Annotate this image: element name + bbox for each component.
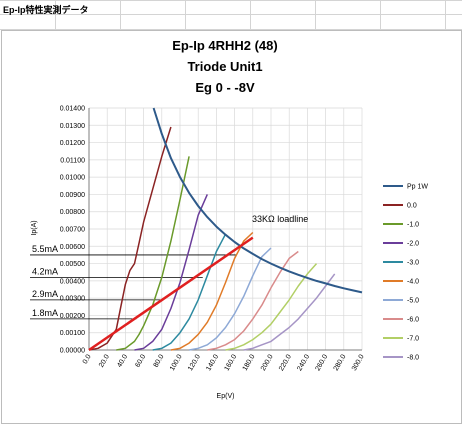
chart-title-line: Ep-Ip 4RHH2 (48) bbox=[172, 38, 277, 53]
series-line bbox=[243, 273, 336, 351]
legend-label: -1.0 bbox=[407, 222, 419, 229]
y-tick-label: 0.00700 bbox=[60, 227, 85, 234]
sheet-title: Ep-Ip特性実測データ bbox=[3, 5, 89, 15]
axes: 0.00000 0.00100 0.00200 0.00300 0.00400 0.005… bbox=[31, 106, 366, 401]
row-gridline bbox=[0, 29, 462, 30]
x-tick-label: 100.0 bbox=[169, 353, 184, 372]
x-tick-label: 160.0 bbox=[224, 353, 239, 372]
column-gridline bbox=[445, 0, 446, 30]
x-tick-label: 40.0 bbox=[116, 353, 129, 368]
legend-label: 0.0 bbox=[407, 203, 417, 210]
y-tick-label: 0.01400 bbox=[60, 106, 85, 113]
legend-label: -4.0 bbox=[407, 279, 419, 286]
series-line bbox=[152, 107, 363, 294]
y-tick-label: 0.00000 bbox=[60, 348, 85, 355]
y-tick-label: 0.00200 bbox=[60, 313, 85, 320]
chart-title: Ep-Ip 4RHH2 (48) Triode Unit1 Eg 0 - -8V bbox=[172, 38, 277, 95]
y-axis-title: Ip(A) bbox=[31, 220, 38, 235]
y-tick-label: 0.00900 bbox=[60, 192, 85, 199]
x-tick-label: 300.0 bbox=[351, 353, 366, 372]
y-tick-label: 0.00100 bbox=[60, 330, 85, 337]
legend-label: -8.0 bbox=[407, 355, 419, 362]
legend-label: -6.0 bbox=[407, 317, 419, 324]
x-tick-label: 240.0 bbox=[296, 353, 311, 372]
y-tick-label: 0.01300 bbox=[60, 123, 85, 130]
y-tick-label: 0.00800 bbox=[60, 209, 85, 216]
legend-label: -7.0 bbox=[407, 336, 419, 343]
series-line bbox=[152, 233, 227, 351]
series-lines: 33KΩ loadline bbox=[88, 107, 363, 352]
reference-label: 1.8mA bbox=[32, 308, 58, 318]
column-gridline bbox=[185, 0, 186, 30]
y-tick-label: 0.01200 bbox=[60, 140, 85, 147]
x-tick-label: 140.0 bbox=[205, 353, 220, 372]
x-tick-label: 0.0 bbox=[82, 353, 93, 365]
x-tick-label: 120.0 bbox=[187, 353, 202, 372]
row-gridline bbox=[0, 14, 462, 15]
x-tick-label: 220.0 bbox=[278, 353, 293, 372]
reference-label: 4.2mA bbox=[32, 266, 58, 276]
series-line bbox=[225, 263, 318, 351]
x-tick-label: 200.0 bbox=[260, 353, 275, 372]
column-gridline bbox=[55, 0, 56, 30]
x-tick-label: 260.0 bbox=[315, 353, 330, 372]
y-tick-label: 0.01000 bbox=[60, 175, 85, 182]
series-line bbox=[88, 126, 172, 351]
column-gridline bbox=[250, 0, 251, 30]
series-line bbox=[207, 250, 299, 351]
legend-label: -2.0 bbox=[407, 241, 419, 248]
legend-label: Pp 1W bbox=[407, 184, 428, 191]
x-tick-label: 80.0 bbox=[153, 353, 166, 368]
y-tick-label: 0.00600 bbox=[60, 244, 85, 251]
reference-label: 5.5mA bbox=[32, 244, 58, 254]
y-tick-label: 0.00300 bbox=[60, 296, 85, 303]
series-line bbox=[134, 194, 208, 351]
annotations: 5.5mA 4.2mA 2.9mA 1.8mA bbox=[30, 244, 237, 320]
legend[interactable]: Pp 1W 0.0 -1.0 -2.0 -3.0 -4.0 -5.0 -6.0 -7.0 -8.0 bbox=[383, 184, 428, 362]
chart-area[interactable] bbox=[1, 30, 462, 424]
x-axis-title: Ep(V) bbox=[217, 393, 235, 400]
column-gridline bbox=[315, 0, 316, 30]
y-tick-label: 0.01100 bbox=[60, 157, 85, 164]
sheet-header: Ep-Ip特性実測データ bbox=[0, 0, 462, 30]
column-gridline bbox=[120, 0, 121, 30]
chart-title-line: Triode Unit1 bbox=[187, 59, 262, 74]
series-line bbox=[170, 231, 254, 351]
x-tick-label: 280.0 bbox=[333, 353, 348, 372]
x-tick-label: 20.0 bbox=[98, 353, 111, 368]
y-tick-label: 0.00500 bbox=[60, 261, 85, 268]
series-line bbox=[116, 156, 190, 351]
legend-label: -5.0 bbox=[407, 298, 419, 305]
x-tick-label: 180.0 bbox=[242, 353, 257, 372]
series-line bbox=[188, 247, 272, 351]
legend-label: -3.0 bbox=[407, 260, 419, 267]
row-gridline bbox=[0, 0, 462, 1]
column-gridline bbox=[380, 0, 381, 30]
gridlines bbox=[88, 107, 363, 351]
y-tick-label: 0.00400 bbox=[60, 278, 85, 285]
loadline bbox=[88, 236, 254, 352]
loadline-label: 33KΩ loadline bbox=[252, 214, 308, 224]
x-tick-label: 60.0 bbox=[134, 353, 147, 368]
reference-label: 2.9mA bbox=[32, 289, 58, 299]
chart-title-line: Eg 0 - -8V bbox=[195, 80, 255, 95]
